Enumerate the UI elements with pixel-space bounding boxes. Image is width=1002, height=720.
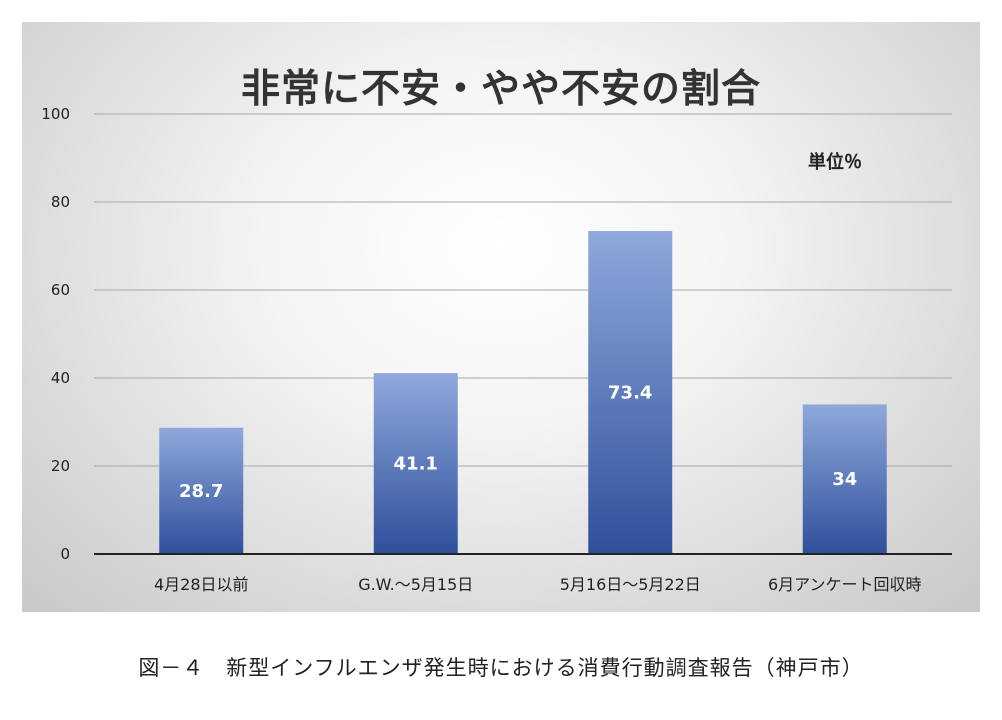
unit-label: 単位％	[808, 152, 862, 173]
bar-value-label: 73.4	[608, 383, 652, 404]
x-category-label: 6月アンケート回収時	[768, 575, 922, 594]
chart-panel: 0 20 40 60 80 100 28.7 41.1 73.4 34 4月28日以前 G.W.～…	[22, 22, 980, 612]
bar	[588, 231, 673, 555]
x-category-label: G.W.～5月15日	[358, 575, 473, 594]
bar	[373, 373, 458, 554]
bar-value-label: 41.1	[394, 454, 438, 475]
x-category-label: 5月16日～5月22日	[560, 575, 701, 594]
y-tick-label: 40	[51, 369, 70, 387]
y-tick-label: 100	[41, 105, 70, 123]
bar	[802, 404, 887, 554]
figure-caption: 図－４ 新型インフルエンザ発生時における消費行動調査報告（神戸市）	[138, 656, 864, 680]
bar-value-label: 28.7	[179, 481, 223, 502]
bar-chart: 0 20 40 60 80 100 28.7 41.1 73.4 34 4月28日以前 G.W.～…	[41, 105, 952, 594]
y-tick-label: 0	[60, 545, 70, 563]
y-tick-label: 20	[51, 457, 70, 475]
y-tick-label: 80	[51, 193, 70, 211]
x-category-label: 4月28日以前	[154, 575, 249, 594]
y-axis-ticks: 0 20 40 60 80 100	[41, 105, 70, 563]
x-axis-categories: 4月28日以前 G.W.～5月15日 5月16日～5月22日 6月アンケート回収時	[154, 575, 922, 594]
bars	[159, 231, 887, 555]
bar	[159, 427, 244, 554]
bar-value-labels: 28.7 41.1 73.4 34	[179, 383, 857, 502]
y-tick-label: 60	[51, 281, 70, 299]
chart-title: 非常に不安・やや不安の割合	[240, 66, 761, 112]
bar-value-label: 34	[832, 469, 857, 490]
